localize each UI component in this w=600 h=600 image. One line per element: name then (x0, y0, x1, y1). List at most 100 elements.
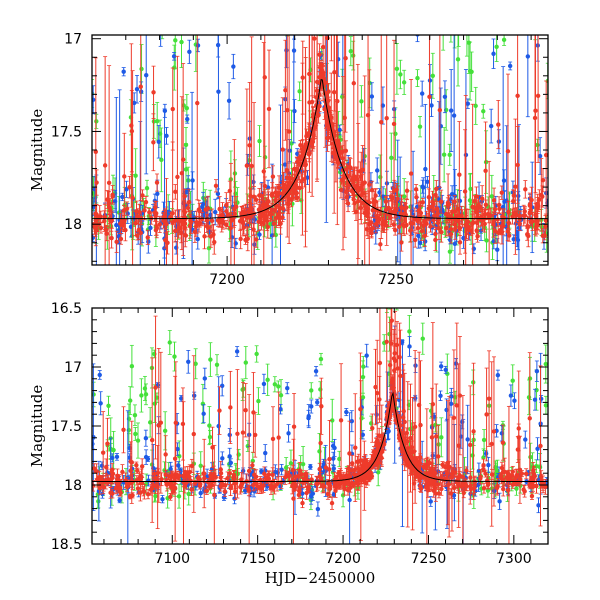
data-point (422, 233, 427, 239)
data-point (526, 395, 532, 400)
data-point (179, 230, 184, 235)
data-point (462, 189, 468, 194)
data-point (292, 108, 297, 114)
data-point (447, 152, 452, 158)
data-point (353, 209, 359, 214)
data-point (318, 356, 324, 362)
data-point (195, 10, 199, 14)
data-point (489, 194, 495, 199)
data-point (378, 174, 383, 180)
data-point (154, 119, 160, 124)
data-point (348, 48, 354, 54)
data-point (300, 147, 305, 152)
data-point (106, 180, 112, 186)
data-point (456, 218, 461, 224)
data-point (154, 180, 160, 185)
data-point (391, 121, 397, 127)
data-point (306, 130, 311, 136)
data-point (382, 220, 387, 226)
data-point (134, 209, 139, 214)
data-point (285, 108, 290, 113)
data-point (185, 116, 190, 122)
data-point (228, 225, 233, 231)
data-point (249, 163, 254, 169)
data-point (455, 57, 461, 62)
data-point (138, 84, 143, 89)
data-point (187, 49, 192, 55)
data-point (318, 27, 322, 31)
series-red (92, 17, 548, 265)
data-point (246, 209, 252, 214)
data-point (521, 213, 526, 218)
data-point (93, 226, 98, 231)
data-point (213, 209, 218, 215)
data-point (528, 454, 533, 460)
data-point (280, 215, 285, 220)
data-point (495, 230, 501, 235)
data-point (369, 231, 374, 236)
data-point (386, 205, 392, 211)
data-point (325, 135, 330, 141)
data-point (257, 232, 262, 237)
data-point (218, 214, 223, 220)
data-point (351, 197, 356, 202)
data-point (517, 213, 522, 219)
data-point (419, 91, 425, 96)
data-point (129, 128, 135, 134)
data-point (154, 225, 159, 230)
data-point (451, 113, 457, 118)
data-point (170, 210, 175, 216)
data-point (329, 17, 333, 21)
data-point (139, 66, 144, 72)
data-point (245, 236, 250, 242)
data-point (175, 174, 180, 180)
data-point (417, 240, 423, 246)
data-point (192, 229, 198, 235)
data-point (448, 237, 453, 243)
data-point (195, 236, 200, 242)
data-point (261, 169, 266, 174)
data-point (124, 206, 130, 211)
data-point (326, 127, 331, 132)
data-point (92, 97, 96, 102)
data-point (533, 108, 538, 113)
data-point (334, 12, 338, 16)
data-point (256, 398, 261, 404)
data-point (317, 65, 323, 70)
data-point (303, 162, 309, 167)
data-point (283, 88, 288, 93)
data-point (522, 209, 527, 214)
data-point (387, 215, 393, 221)
data-point (133, 173, 138, 178)
data-point (247, 143, 252, 148)
data-point (284, 48, 289, 53)
data-point (435, 220, 441, 226)
data-point (196, 207, 202, 212)
data-point (269, 193, 275, 198)
data-point (206, 225, 211, 231)
data-point (170, 106, 175, 112)
data-point (355, 186, 361, 192)
data-point (151, 119, 157, 124)
data-point (535, 222, 541, 228)
data-point (118, 236, 124, 242)
data-point (459, 213, 464, 218)
data-point (284, 175, 290, 180)
data-point (533, 17, 537, 21)
data-point (398, 72, 403, 77)
data-point (215, 191, 221, 197)
data-point (530, 219, 535, 224)
data-point (375, 168, 380, 173)
y-tick-label: 17.5 (51, 124, 82, 140)
data-point (332, 69, 337, 75)
data-point (491, 51, 496, 56)
data-point (417, 124, 423, 129)
data-point (380, 103, 386, 108)
data-point (102, 218, 107, 224)
data-point (94, 180, 99, 185)
data-point (543, 152, 548, 158)
data-point (341, 4, 345, 8)
data-point (516, 225, 522, 230)
data-point (431, 217, 436, 223)
